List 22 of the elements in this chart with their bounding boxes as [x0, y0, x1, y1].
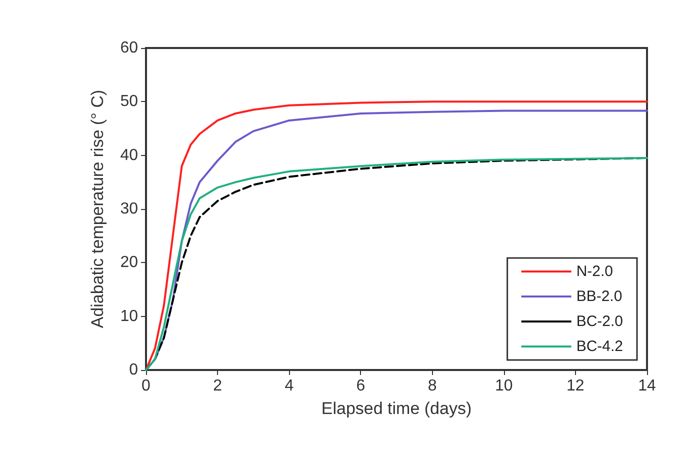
x-axis-title: Elapsed time (days): [321, 399, 472, 418]
y-tick-label: 0: [129, 362, 138, 378]
y-tick-label: 50: [120, 93, 138, 110]
x-tick-label: 4: [284, 378, 294, 394]
x-tick-label: 2: [213, 378, 222, 394]
y-tick-label: 10: [120, 308, 138, 325]
y-tick-label: 60: [120, 40, 138, 56]
x-tick-label: 0: [142, 378, 151, 394]
x-tick-label: 14: [638, 378, 656, 394]
x-tick-label: 8: [428, 378, 437, 394]
y-tick-label: 30: [120, 200, 138, 218]
x-tick-label: 10: [494, 378, 513, 394]
y-tick-label: 40: [120, 146, 138, 164]
line-series: [145, 157, 648, 371]
x-tick-label: 6: [356, 378, 366, 394]
x-tick-label: 12: [566, 378, 584, 394]
legend-label: BC-2.0: [576, 313, 624, 330]
legend-label: BB-2.0: [576, 288, 622, 305]
y-tick-label: 20: [120, 254, 138, 272]
legend-label: BC-4.2: [576, 338, 624, 355]
y-axis-title: Adiabatic temperature rise (° C): [88, 90, 107, 328]
legend-label: N-2.0: [576, 263, 614, 280]
